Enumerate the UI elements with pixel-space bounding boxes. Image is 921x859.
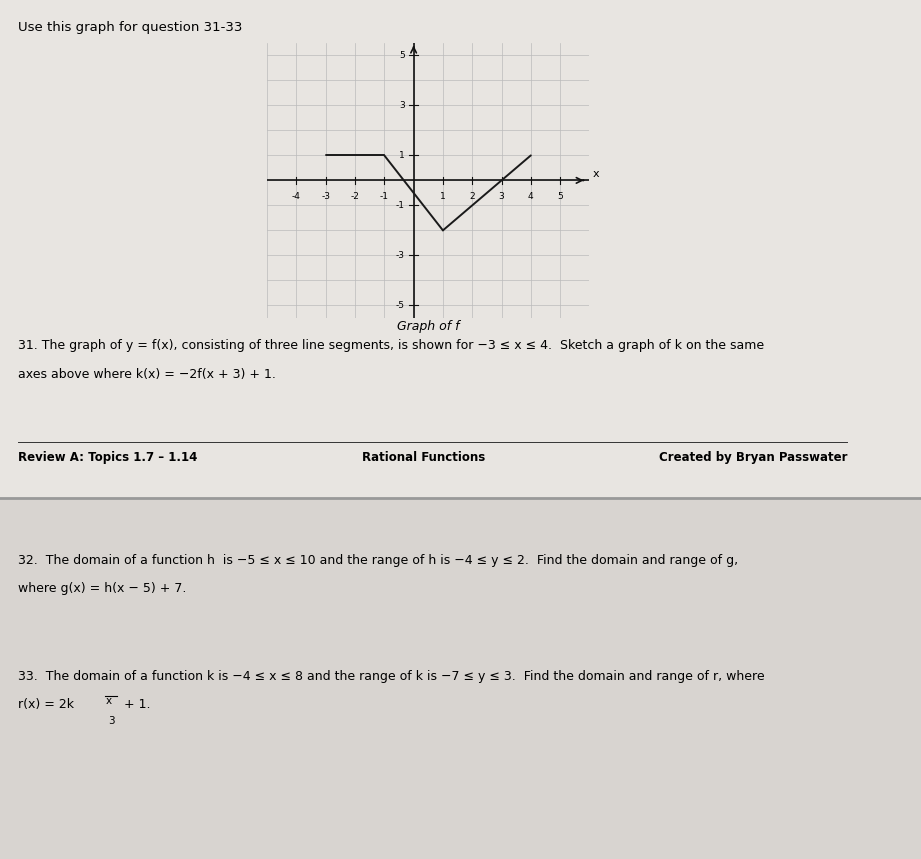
- Text: -5: -5: [396, 301, 405, 310]
- Text: Review A: Topics 1.7 – 1.14: Review A: Topics 1.7 – 1.14: [18, 451, 198, 464]
- Text: -2: -2: [351, 192, 359, 201]
- Text: 3: 3: [498, 192, 505, 201]
- Text: where g(x) = h(x − 5) + 7.: where g(x) = h(x − 5) + 7.: [18, 582, 187, 595]
- Text: 31. The graph of y = f(x), consisting of three line segments, is shown for −3 ≤ : 31. The graph of y = f(x), consisting of…: [18, 339, 764, 352]
- Text: 2: 2: [470, 192, 475, 201]
- Text: 1: 1: [440, 192, 446, 201]
- Text: 3: 3: [108, 716, 114, 727]
- Text: Created by Bryan Passwater: Created by Bryan Passwater: [659, 451, 847, 464]
- Text: -4: -4: [292, 192, 301, 201]
- Text: -1: -1: [379, 192, 389, 201]
- Text: 3: 3: [399, 101, 405, 110]
- Text: -1: -1: [396, 201, 405, 210]
- Text: + 1.: + 1.: [120, 698, 150, 710]
- Text: -3: -3: [321, 192, 331, 201]
- Text: Graph of f: Graph of f: [397, 320, 460, 332]
- Text: Rational Functions: Rational Functions: [362, 451, 485, 464]
- Text: 5: 5: [557, 192, 563, 201]
- Text: 5: 5: [399, 51, 405, 60]
- Text: r(x) = 2k: r(x) = 2k: [18, 698, 75, 710]
- Text: x: x: [592, 169, 599, 180]
- Text: x: x: [106, 696, 112, 706]
- Text: 33.  The domain of a function k is −4 ≤ x ≤ 8 and the range of k is −7 ≤ y ≤ 3. : 33. The domain of a function k is −4 ≤ x…: [18, 670, 765, 683]
- Text: -3: -3: [396, 251, 405, 260]
- Text: 32.  The domain of a function h  is −5 ≤ x ≤ 10 and the range of h is −4 ≤ y ≤ 2: 32. The domain of a function h is −5 ≤ x…: [18, 554, 739, 567]
- Text: 4: 4: [528, 192, 533, 201]
- Text: Use this graph for question 31-33: Use this graph for question 31-33: [18, 21, 243, 34]
- Text: axes above where k(x) = −2f(x + 3) + 1.: axes above where k(x) = −2f(x + 3) + 1.: [18, 368, 276, 381]
- Text: 1: 1: [399, 151, 405, 160]
